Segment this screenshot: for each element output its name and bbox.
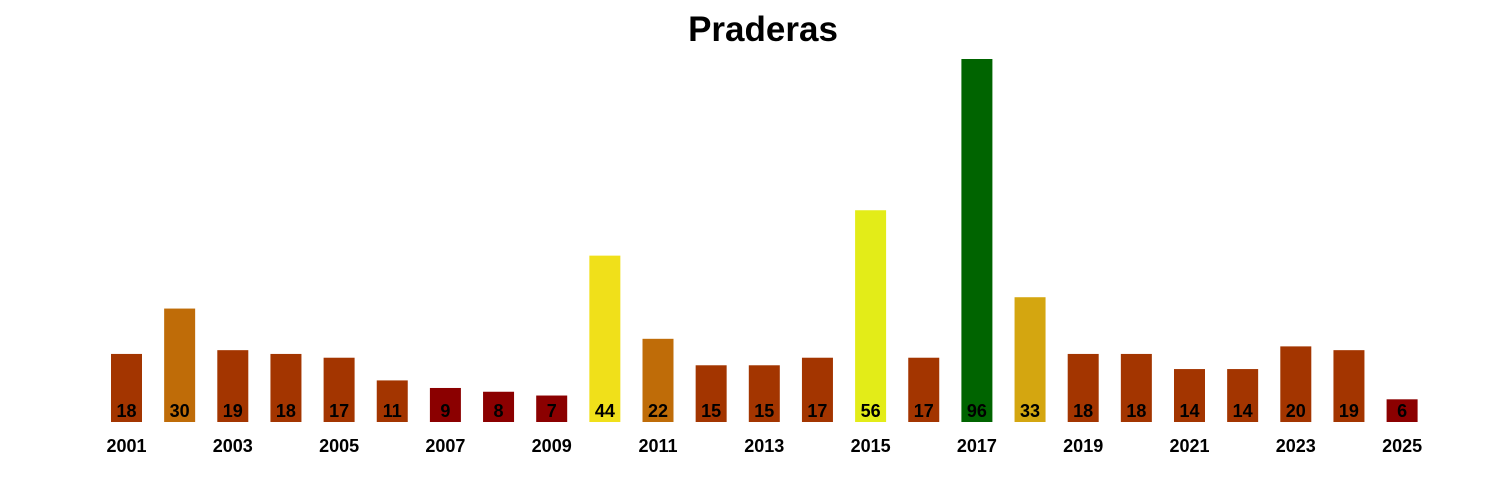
value-labels-layer: 18 30 19 18 17 11 9 8 7 44 22 15 15 17 56 17 96 33 18 18 14 1… [116, 401, 1407, 421]
x-tick-label: 2017 [957, 436, 997, 456]
bar-2011 [642, 338, 674, 422]
bar-2023 [1280, 346, 1312, 423]
bar-value-label: 19 [1339, 401, 1359, 421]
bar-value-label: 8 [494, 401, 504, 421]
bar-value-label: 17 [914, 401, 934, 421]
bar-2021 [1174, 369, 1205, 422]
x-tick-label: 2021 [1169, 436, 1209, 456]
bar-2003 [217, 350, 249, 422]
bar-value-label: 30 [170, 401, 190, 421]
x-tick-label: 2013 [744, 436, 784, 456]
x-tick-label: 2007 [425, 436, 465, 456]
bar-2008 [483, 391, 515, 422]
x-tick-label: 2009 [532, 436, 572, 456]
bar-value-label: 18 [1073, 401, 1093, 421]
bar-value-label: 20 [1286, 401, 1306, 421]
x-tick-label: 2019 [1063, 436, 1103, 456]
bar-value-label: 44 [595, 401, 615, 421]
x-tick-label: 2025 [1382, 436, 1422, 456]
bar-value-label: 18 [116, 401, 136, 421]
bar-2016 [908, 357, 940, 422]
bar-value-label: 18 [276, 401, 296, 421]
bar-value-label: 19 [223, 401, 243, 421]
bar-2025 [1386, 399, 1418, 422]
bar-2010 [589, 255, 621, 423]
bar-2022 [1227, 369, 1259, 422]
bar-value-label: 22 [648, 401, 668, 421]
bar-value-label: 11 [383, 401, 402, 421]
bar-2004 [270, 353, 302, 422]
bar-value-label: 14 [1233, 401, 1253, 421]
x-tick-label: 2003 [213, 436, 253, 456]
bar-2001 [111, 353, 142, 422]
bar-2019 [1067, 353, 1099, 422]
bar-value-label: 15 [701, 401, 721, 421]
bar-value-label: 14 [1179, 401, 1199, 421]
bar-value-label: 56 [861, 401, 881, 421]
x-tick-labels: 2001 2003 2005 2007 2009 2011 2013 2015 2017 2019… [106, 436, 1422, 456]
bar-value-label: 17 [329, 401, 349, 421]
x-tick-label: 2005 [319, 436, 359, 456]
bar-value-label: 18 [1126, 401, 1146, 421]
x-tick-label: 2015 [851, 436, 891, 456]
bar-2002 [164, 308, 196, 422]
bar-2014 [801, 357, 833, 422]
bar-value-label: 15 [754, 401, 774, 421]
bar-value-label: 96 [967, 401, 987, 421]
bar-2024 [1333, 350, 1365, 422]
bar-2005 [323, 357, 355, 422]
x-tick-label: 2001 [106, 436, 146, 456]
bar-value-label: 7 [547, 401, 557, 421]
chart-title: Praderas [688, 10, 838, 49]
bar-value-label: 33 [1020, 401, 1040, 421]
bar-2006 [376, 380, 408, 422]
bar-value-label: 17 [807, 401, 827, 421]
bar-2017 [961, 59, 993, 422]
bar-2013 [748, 365, 780, 422]
x-tick-label: 2023 [1276, 436, 1316, 456]
bar-value-label: 9 [440, 401, 450, 421]
bar-2007 [429, 387, 461, 422]
bars-layer [111, 59, 1418, 423]
x-tick-label: 2011 [638, 436, 677, 456]
bar-2020 [1120, 353, 1152, 422]
bar-2015 [855, 210, 887, 422]
bar-2009 [536, 395, 568, 422]
bar-2012 [695, 365, 727, 422]
bar-value-label: 6 [1397, 401, 1407, 421]
bar-2018 [1014, 297, 1046, 422]
